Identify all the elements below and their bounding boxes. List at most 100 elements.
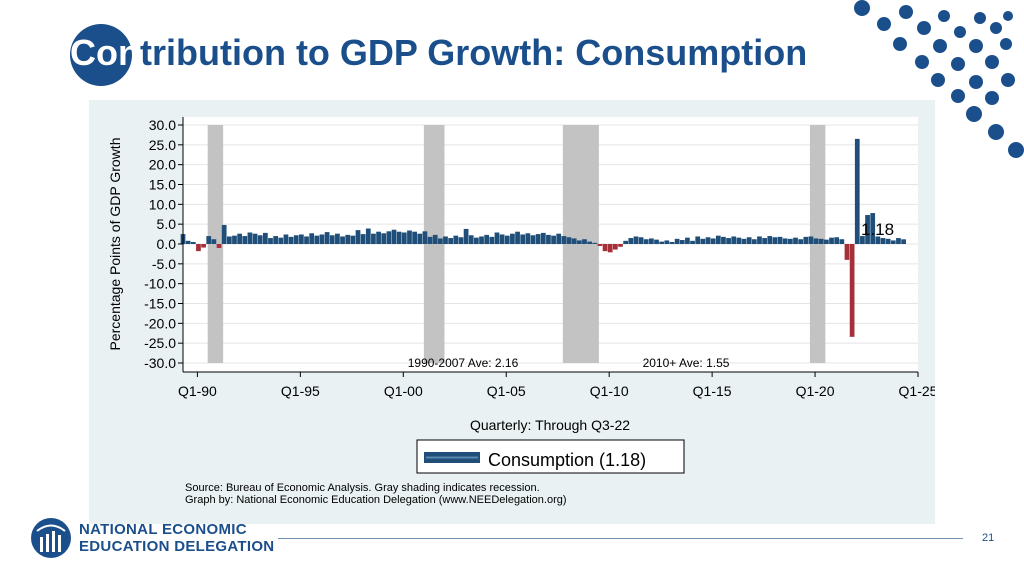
bar [499,234,505,244]
bar [767,236,773,244]
source-note: Source: Bureau of Economic Analysis. Gra… [185,482,540,494]
x-tick-label: Q1-10 [590,383,629,399]
bar [643,239,649,244]
bar [196,244,201,252]
bar [262,232,268,244]
bar [746,237,752,244]
y-tick-label: -25.0 [144,335,176,351]
bar [247,232,253,244]
bar [448,238,454,244]
y-tick-label: 0.0 [157,236,177,252]
bar [304,236,309,244]
y-axis-title: Percentage Points of GDP Growth [107,138,123,351]
bar [355,230,361,244]
avg-1990-2007-label: 1990-2007 Ave: 2.16 [408,356,519,370]
slide-title: Contribution to GDP Growth: Consumption [70,30,807,76]
bar [381,233,387,244]
bar [649,238,654,244]
last-value-label: 1.18 [861,220,894,239]
bar [674,238,680,244]
bar [288,236,294,244]
bar [726,238,731,244]
bar [890,240,896,244]
bar [376,231,381,244]
bar [515,231,520,244]
page-number: 21 [982,532,995,544]
bar [340,236,345,244]
bar [829,237,834,244]
bar [664,240,670,244]
bar [818,238,824,244]
bar [371,233,376,244]
bar [190,242,196,244]
y-tick-label: -20.0 [144,315,176,331]
bar [803,236,809,244]
avg-2010-label: 2010+ Ave: 1.55 [643,356,730,370]
bar [437,238,443,244]
bar [612,244,618,250]
y-tick-label: 10.0 [149,196,176,212]
bar [468,235,474,244]
org-name-line2: EDUCATION DELEGATION [79,538,275,555]
bar [407,230,412,244]
bar [309,233,315,244]
bar [690,240,695,244]
bar [525,233,531,244]
bar [896,238,901,244]
bar [299,234,304,244]
bar [293,235,299,244]
bar [860,236,865,244]
bar [551,235,556,244]
org-name: NATIONAL ECONOMIC EDUCATION DELEGATION [79,521,274,555]
bar [216,244,222,248]
bar [700,238,706,244]
bar [602,244,608,252]
bar [335,233,340,244]
bar [232,235,237,244]
bar [741,238,747,244]
x-tick-label: Q1-20 [796,383,835,399]
bar [736,237,742,244]
bar [206,236,212,244]
y-tick-label: -10.0 [144,276,176,292]
bar [623,240,629,244]
y-tick-label: 5.0 [157,216,177,232]
bar [834,237,840,244]
bar [721,236,726,244]
bar [242,236,248,244]
bar [865,215,870,244]
bar [458,237,464,244]
bar [257,235,263,244]
bar [278,237,284,244]
bar [854,138,860,244]
bar [401,232,407,244]
bar [592,242,598,244]
bar [474,237,479,244]
x-tick-label: Q1-05 [487,383,526,399]
bar [237,233,242,244]
bar [561,236,567,244]
y-tick-label: 20.0 [149,157,176,173]
bar [546,234,551,244]
bar [201,244,206,248]
bar [221,224,227,244]
bar [427,236,433,244]
x-tick-label: Q1-90 [178,383,217,399]
bar [710,238,716,244]
y-tick-label: -5.0 [152,256,176,272]
title-accent-circle [70,24,132,86]
slide-title-rest: tribution to GDP Growth: Consumption [139,32,808,73]
bar [582,239,587,244]
bar [453,235,459,244]
bar [793,237,798,244]
bar [669,242,675,244]
bar [211,239,217,244]
bar [787,238,793,244]
bar [813,238,819,244]
bar [443,236,448,244]
x-tick-label: Q1-95 [281,383,320,399]
bar [880,238,886,244]
legend: Consumption (1.18) [416,439,685,474]
bar [314,235,320,244]
bar [530,235,536,244]
